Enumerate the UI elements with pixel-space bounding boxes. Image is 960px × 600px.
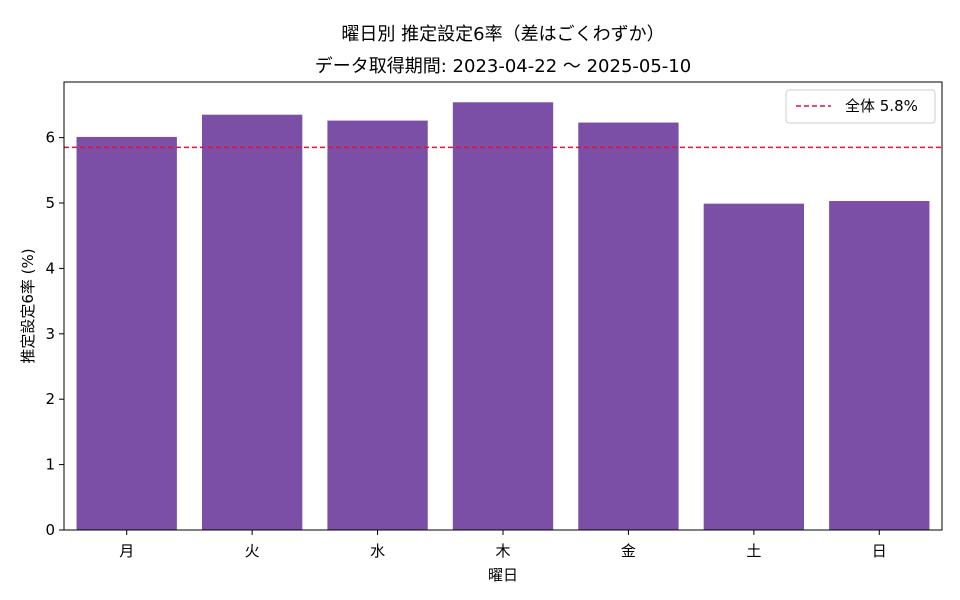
bar xyxy=(76,136,177,530)
y-tick-label: 6 xyxy=(45,129,55,147)
legend-reference-label: 全体 5.8% xyxy=(845,97,918,115)
y-tick-label: 1 xyxy=(45,456,55,474)
legend-box xyxy=(785,89,936,124)
x-tick-label: 土 xyxy=(746,542,761,560)
x-tick-label: 月 xyxy=(119,542,134,560)
bar xyxy=(829,201,930,531)
y-tick-label: 0 xyxy=(45,521,55,539)
plot-area: 月 火 水 木 金 土 日 0 1 2 3 4 5 6 xyxy=(45,81,943,560)
x-tick-label: 日 xyxy=(872,542,887,560)
chart-title: 曜日別 推定設定6率（差はごくわずか） xyxy=(341,24,664,45)
x-tick-label: 火 xyxy=(245,542,260,560)
plot-frame xyxy=(63,81,943,531)
bar xyxy=(452,102,554,531)
y-axis-label: 推定設定6率 (%) xyxy=(19,248,37,363)
bar xyxy=(703,203,805,530)
x-axis-label: 曜日 xyxy=(488,566,518,584)
y-tick-label: 5 xyxy=(45,194,55,212)
chart-subtitle: データ取得期間: 2023-04-22 〜 2025-05-10 xyxy=(315,56,691,77)
legend: 全体 5.8% xyxy=(785,89,936,124)
bar xyxy=(578,122,679,531)
x-tick-label: 金 xyxy=(621,542,636,560)
bar xyxy=(201,114,303,530)
y-tick-label: 2 xyxy=(45,390,55,408)
x-tick-label: 水 xyxy=(370,542,385,560)
y-tick-label: 4 xyxy=(45,259,55,277)
bar xyxy=(327,120,428,531)
x-tick-label: 木 xyxy=(495,542,510,560)
y-tick-label: 3 xyxy=(45,325,55,343)
